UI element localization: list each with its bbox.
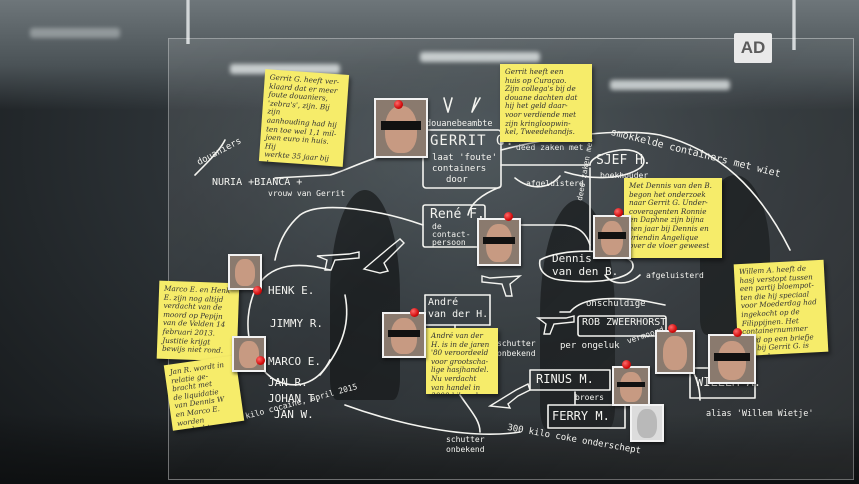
label-broers: broers (575, 393, 604, 402)
hanging-rod (186, 0, 190, 44)
label-sjef: SJEF H. (596, 153, 651, 168)
ceiling-light (230, 64, 340, 74)
label-vrouw-van-gerrit: vrouw van Gerrit (268, 189, 346, 198)
label-rinus: RINUS M. (536, 372, 594, 386)
label-onbekend-1: onbekend (497, 349, 536, 358)
label-henk: HENK E. (268, 284, 315, 297)
group-arc (319, 294, 348, 376)
gun-icon (360, 235, 408, 279)
photo-andre (382, 312, 426, 358)
label-afgeluisterd-2: afgeluisterd (646, 271, 704, 280)
person-silhouette (330, 190, 400, 400)
note-dennis: Met Dennis van den B. begon het onderzoe… (624, 178, 722, 258)
down-arrows (443, 97, 481, 113)
ad-logo: AD (734, 33, 772, 63)
label-johan-t: JOHAN T. (268, 392, 321, 405)
ear-arrow-2 (604, 274, 641, 284)
line-rob (559, 297, 666, 313)
label-jan-w: JAN W. (274, 408, 314, 421)
label-laat-foute: laat 'foute' (432, 153, 498, 163)
photo-gerrit (374, 98, 428, 158)
note-andre: André van der H. is in de jaren '80 vero… (426, 328, 498, 394)
photo-ferry (630, 404, 664, 442)
label-containers: containers (432, 164, 487, 174)
andre-box-lines (424, 294, 491, 326)
label-alias: alias 'Willem Wietje' (706, 409, 814, 419)
label-contact: contact- (432, 230, 471, 239)
gun-icon (535, 312, 576, 342)
label-onschuldige: onschuldige (586, 299, 646, 309)
note-gerrit: Gerrit G. heeft ver- klaard dat er meer … (258, 69, 350, 167)
note-curacao: Gerrit heeft een huis op Curaçao. Zijn c… (500, 64, 592, 142)
label-nuria-bianca: NURIA +BIANCA + (212, 177, 303, 188)
ceiling-light (30, 28, 120, 38)
dennis-outline (538, 250, 634, 283)
label-douanebeambte: douanebeambte (426, 119, 493, 129)
sjef-outline (564, 149, 645, 179)
label-per-ongeluk: per ongeluk (560, 341, 620, 351)
line-coke (344, 404, 521, 435)
gerrit-box (422, 129, 502, 189)
label-rob: ROB ZWEERHORST (582, 317, 667, 328)
line-rene-group (274, 206, 424, 261)
photo-dennis (593, 215, 631, 259)
label-gerrit: GERRIT G. (430, 133, 515, 149)
photo-rob (655, 330, 695, 374)
photo-rinus (612, 366, 650, 406)
photo-willem (708, 334, 756, 384)
ear-arrow (514, 175, 561, 188)
pin-icon (733, 328, 742, 337)
ceiling-light (610, 80, 730, 90)
label-onbekend-2: onbekend (446, 445, 485, 454)
ceiling-light (420, 52, 540, 62)
label-jan-r: JAN R. (268, 376, 308, 389)
note-marco: Marco E. en Henk E. zijn nog altijd verd… (156, 280, 240, 362)
label-marco: MARCO E. (268, 355, 321, 368)
label-boekhouder: boekhouder (600, 171, 649, 180)
label-ferry: FERRY M. (552, 409, 610, 423)
label-andre: André (428, 297, 459, 308)
pin-icon (668, 324, 677, 333)
label-van-der-h: van der H. (428, 309, 489, 320)
pin-icon (410, 308, 419, 317)
photo-rene (477, 218, 521, 266)
label-persoon: persoon (432, 238, 466, 247)
label-door: door (446, 175, 468, 185)
gun-icon (315, 248, 363, 278)
line-rene-dennis (484, 224, 591, 246)
schutter-link (459, 394, 481, 433)
pin-icon (622, 360, 631, 369)
pin-icon (614, 208, 623, 217)
pin-icon (256, 356, 265, 365)
label-schutter-2: schutter (446, 435, 485, 444)
ferry-box (547, 404, 626, 429)
rob-box (577, 315, 667, 337)
label-rene: René F. (430, 207, 485, 222)
label-deed-zaken-met: deed zaken met (516, 143, 584, 152)
pin-icon (253, 286, 262, 295)
label-dennis: Dennis (552, 252, 592, 265)
gun-icon (487, 380, 532, 414)
label-afgeluisterd-1: afgeluisterd (526, 179, 584, 188)
gun-icon (480, 270, 523, 304)
label-schutter-1: schutter (497, 339, 536, 348)
label-van-den-b: van den B. (552, 265, 619, 278)
douaniers-link (194, 139, 226, 176)
line-gerrit-rene (467, 186, 501, 216)
label-de: de (432, 222, 442, 231)
pin-icon (504, 212, 513, 221)
rinus-box (529, 369, 611, 391)
floor (0, 414, 859, 484)
hanging-rod (792, 0, 796, 50)
photo-henk (228, 254, 262, 290)
label-jimmy: JIMMY R. (270, 317, 323, 330)
pin-icon (394, 100, 403, 109)
photo-marco (232, 336, 266, 372)
